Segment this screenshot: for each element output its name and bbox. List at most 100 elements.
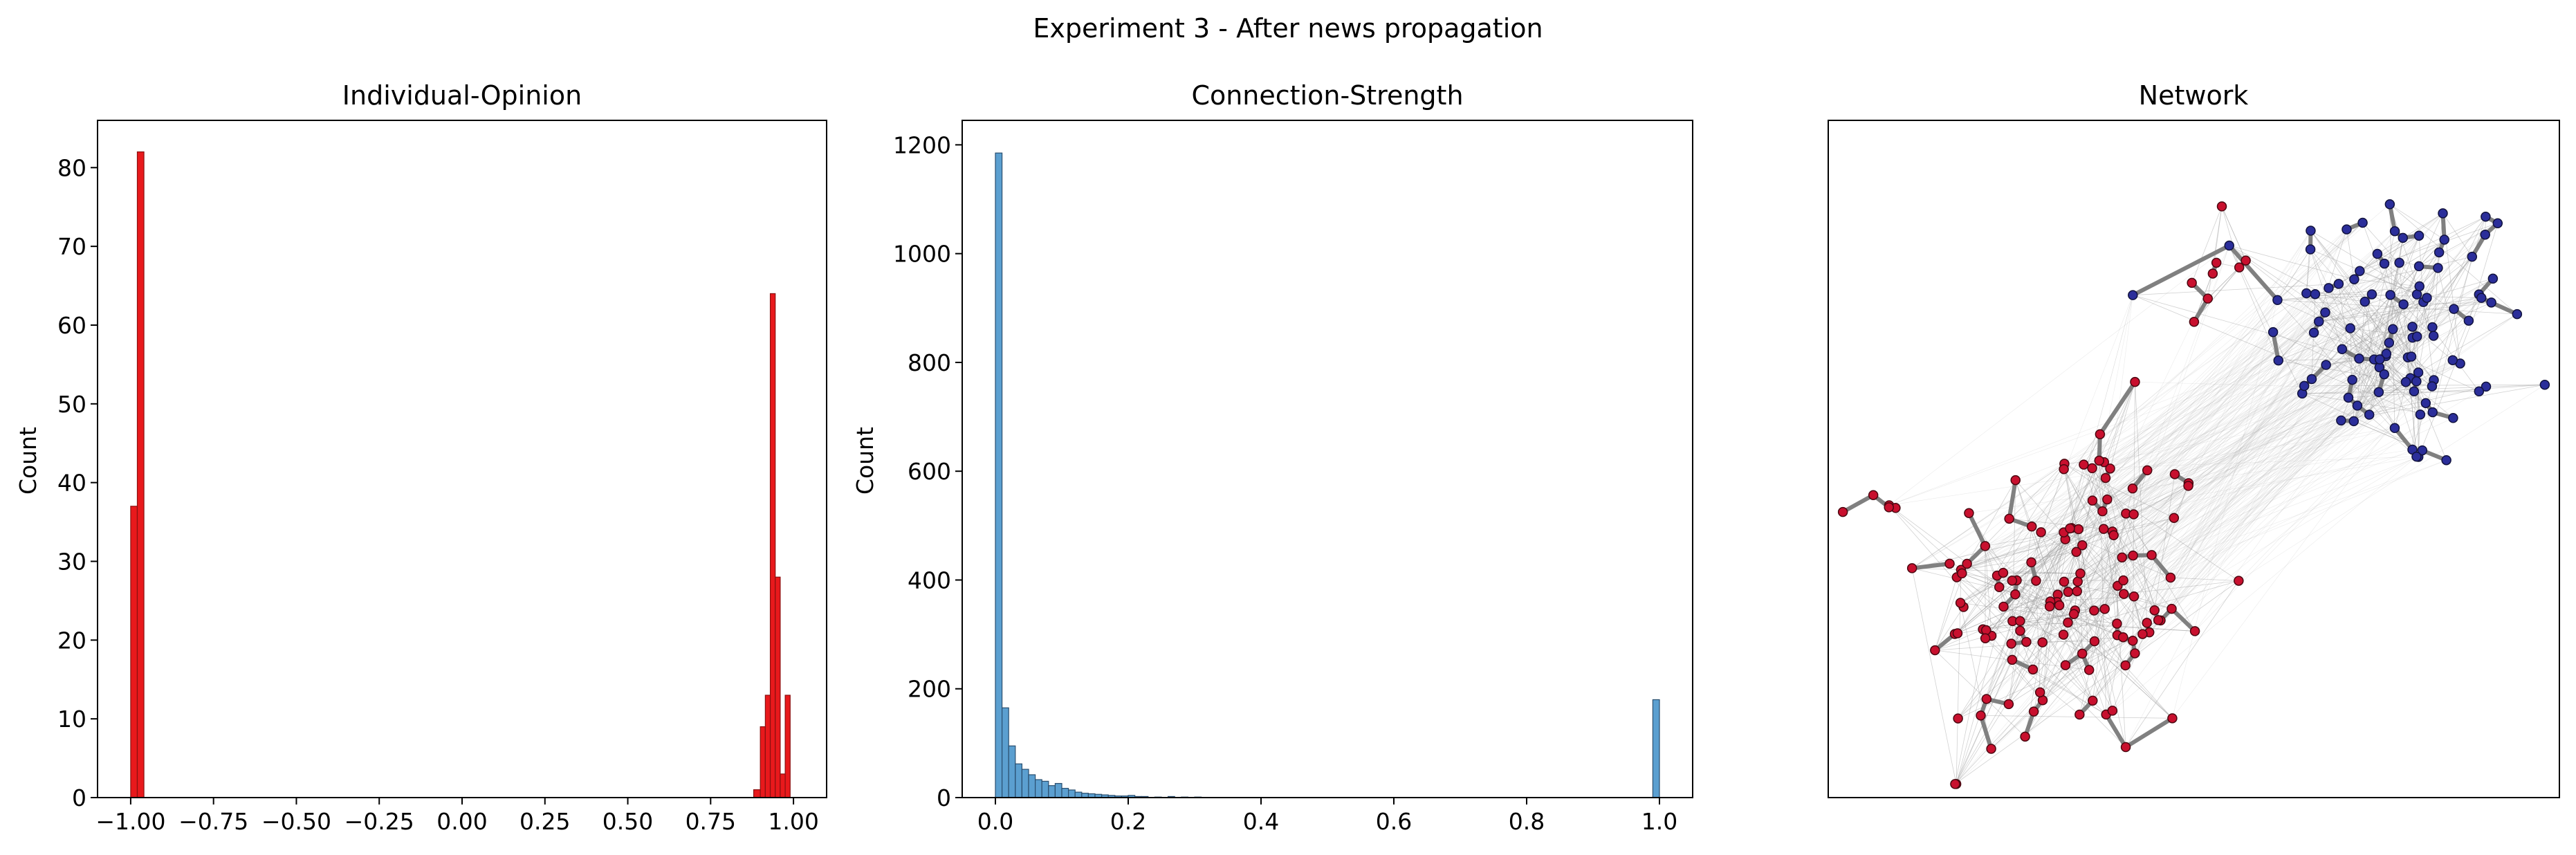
- connection-ytick-label: 200: [908, 676, 951, 703]
- network-edge: [1956, 469, 2065, 784]
- network-edge: [2082, 535, 2114, 546]
- network-strong-edge: [2169, 607, 2198, 634]
- network-node: [2384, 338, 2395, 348]
- network-weak-edge: [2125, 312, 2326, 666]
- network-edge: [1955, 461, 2105, 784]
- network-weak-edge: [2133, 332, 2315, 641]
- network-weak-edge: [2110, 302, 2424, 469]
- network-edge: [2229, 245, 2393, 330]
- network-weak-edge: [2063, 262, 2400, 470]
- network-node: [2099, 604, 2110, 614]
- network-edge: [2418, 313, 2518, 373]
- network-node: [2481, 381, 2492, 392]
- network-edge: [2353, 262, 2400, 421]
- connection-bar: [1048, 785, 1056, 798]
- network-weak-edge: [2049, 378, 2312, 607]
- network-weak-edge: [2068, 249, 2311, 623]
- network-weak-edge: [2083, 262, 2400, 465]
- network-edge: [2229, 245, 2375, 360]
- network-node: [2492, 218, 2503, 228]
- network-node: [2354, 353, 2364, 364]
- network-weak-edge: [1958, 392, 2380, 719]
- network-edge: [2012, 580, 2083, 654]
- network-edge: [1986, 601, 2051, 631]
- network-node: [1953, 713, 1963, 724]
- network-node: [2321, 360, 2331, 370]
- network-node: [1952, 628, 1963, 638]
- network-weak-edge: [2076, 262, 2400, 553]
- network-edge: [1985, 546, 1992, 636]
- connection-ytick-label: 800: [908, 349, 951, 376]
- network-node: [2169, 513, 2180, 523]
- network-edge: [2354, 216, 2486, 280]
- network-edge: [2277, 300, 2517, 315]
- opinion-bar: [753, 789, 761, 798]
- network-node: [2411, 376, 2422, 387]
- network-node: [2010, 475, 2021, 486]
- network-edge: [1934, 577, 1958, 651]
- network-edge: [2302, 391, 2479, 394]
- connection-histogram-title: Connection-Strength: [1191, 80, 1463, 111]
- network-edge: [1954, 539, 2066, 634]
- network-weak-edge: [1967, 204, 2391, 564]
- network-node: [2411, 451, 2422, 462]
- network-weak-edge: [2071, 320, 2469, 528]
- network-node: [2272, 295, 2283, 306]
- network-edge: [2020, 460, 2100, 632]
- network-node: [2169, 469, 2180, 479]
- network-edge: [2133, 295, 2359, 359]
- network-edge: [2068, 622, 2196, 632]
- network-edge: [2277, 249, 2311, 300]
- network-weak-edge: [2149, 256, 2473, 633]
- network-edge: [1960, 603, 1991, 749]
- network-edge: [2315, 293, 2433, 387]
- opinion-ytick-label: 60: [57, 312, 86, 339]
- network-node: [2320, 307, 2330, 318]
- network-edge: [2272, 331, 2426, 404]
- connection-bar: [1021, 769, 1029, 798]
- network-weak-edge: [2063, 297, 2482, 582]
- network-weak-edge: [1960, 286, 2420, 571]
- network-weak-edge: [2117, 279, 2355, 636]
- network-edge: [2064, 463, 2113, 711]
- network-edge: [2385, 356, 2419, 457]
- network-edge: [2350, 328, 2359, 359]
- network-edge: [2392, 329, 2447, 461]
- connection-ytick-label: 400: [908, 567, 951, 594]
- network-node: [2427, 322, 2438, 333]
- network-node: [2539, 379, 2550, 390]
- network-edge: [2392, 329, 2412, 357]
- network-edge: [2064, 463, 2175, 519]
- network-weak-edge: [2124, 359, 2380, 594]
- connection-bar: [1028, 774, 1036, 798]
- network-edge: [2015, 479, 2093, 701]
- network-node: [2015, 616, 2025, 627]
- network-node: [2020, 731, 2030, 742]
- network-edge: [1935, 596, 2135, 651]
- connection-xtick-label: 0.6: [1376, 808, 1412, 835]
- network-node: [2413, 367, 2424, 378]
- network-weak-edge: [2104, 213, 2443, 609]
- network-node: [2374, 354, 2385, 365]
- network-edge: [2379, 262, 2400, 368]
- network-edge: [2008, 585, 2118, 705]
- network-weak-edge: [2057, 449, 2413, 595]
- network-edge: [2104, 382, 2135, 463]
- network-weak-edge: [2059, 353, 2387, 606]
- network-edge: [2384, 264, 2417, 382]
- connection-xtick-label: 0.8: [1509, 808, 1545, 835]
- network-node: [2044, 601, 2055, 612]
- network-weak-edge: [1956, 327, 2413, 578]
- network-edge: [2015, 528, 2104, 595]
- network-edge: [2364, 302, 2380, 392]
- network-weak-edge: [1963, 222, 2363, 607]
- network-weak-edge: [2020, 459, 2447, 632]
- network-node: [2487, 273, 2499, 284]
- network-node: [1998, 567, 2009, 578]
- network-node: [2137, 629, 2148, 639]
- opinion-bar: [775, 576, 781, 798]
- network-strong-edge: [1910, 561, 1952, 571]
- network-edge: [2020, 620, 2126, 666]
- network-edge: [2012, 620, 2196, 632]
- network-weak-edge: [2142, 405, 2358, 634]
